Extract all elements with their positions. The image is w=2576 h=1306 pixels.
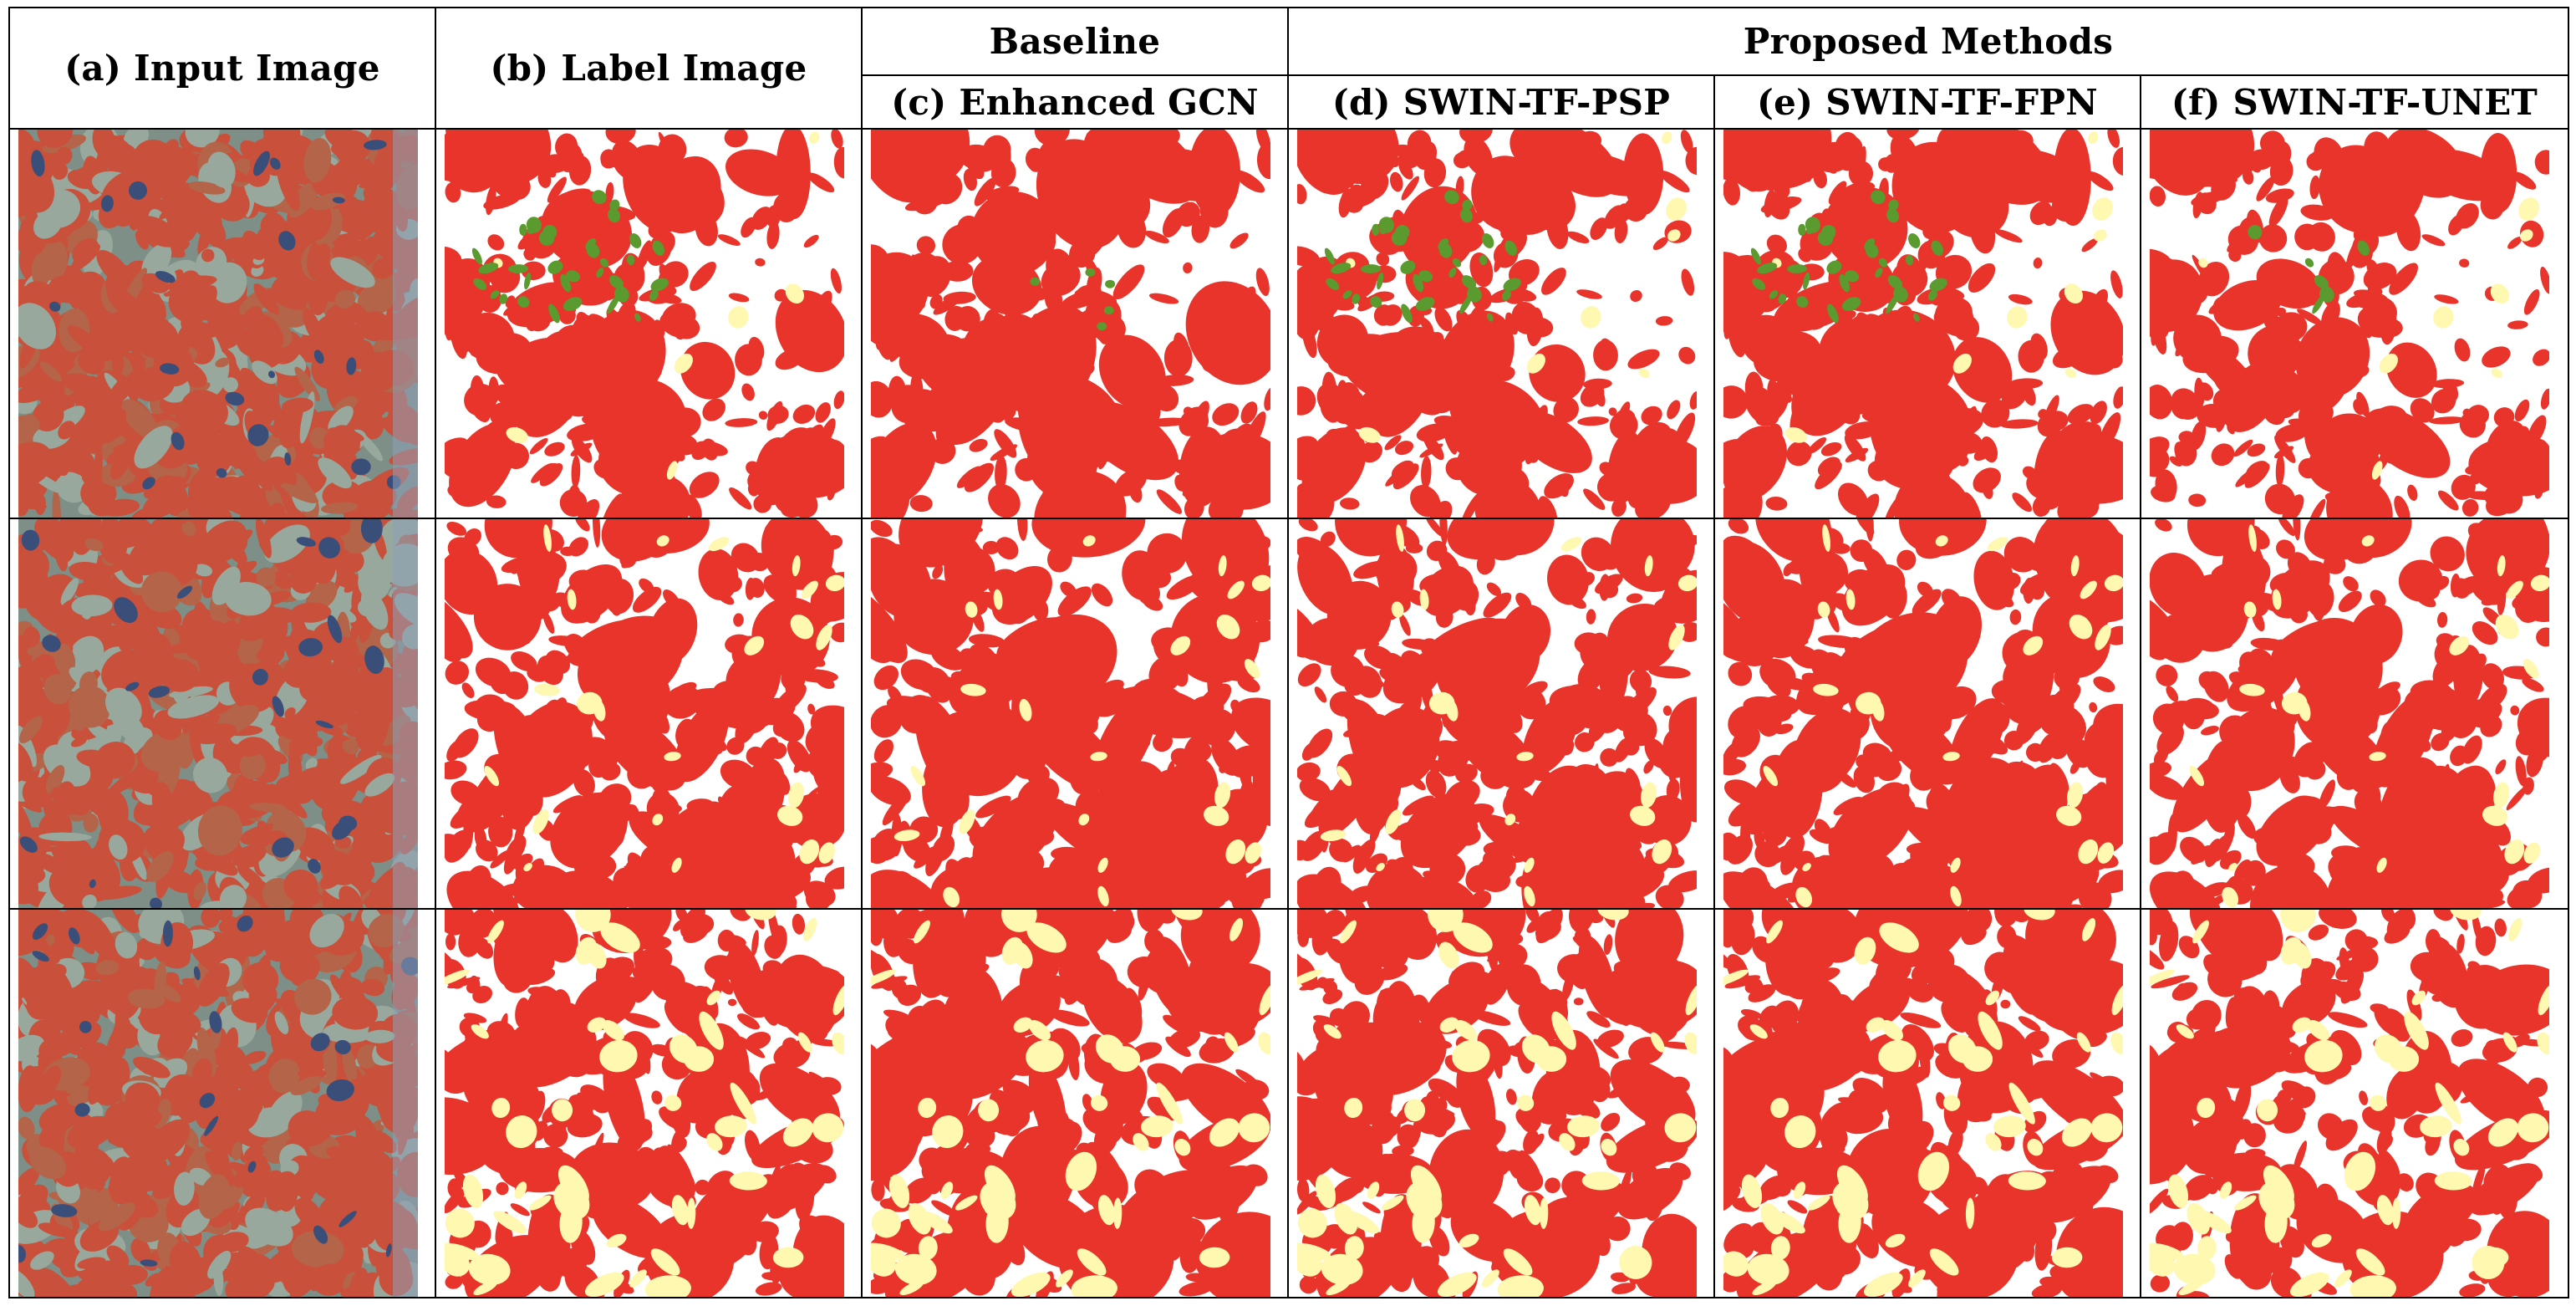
image-swin-fpn-row-2 xyxy=(1723,519,2123,908)
header-baseline-group: Baseline xyxy=(989,20,1161,62)
satellite-image xyxy=(18,910,418,1297)
header-swin-tf-fpn: (e) SWIN-TF-FPN xyxy=(1756,81,2098,123)
image-enhanced-gcn-row-1 xyxy=(871,130,1270,518)
image-enhanced-gcn-row-3 xyxy=(871,910,1270,1297)
header-enhanced-gcn: (c) Enhanced GCN xyxy=(891,81,1259,123)
segmentation-map xyxy=(1297,519,1697,908)
segmentation-map xyxy=(871,519,1270,908)
image-input-row-1 xyxy=(18,130,418,518)
segmentation-map xyxy=(1297,910,1697,1297)
satellite-image xyxy=(18,130,418,518)
table-col-4 xyxy=(1713,74,1715,1298)
segmentation-map xyxy=(445,519,844,908)
segmentation-map xyxy=(2150,130,2549,518)
image-label-row-3 xyxy=(445,910,844,1297)
segmentation-map xyxy=(1723,910,2123,1297)
table-col-5 xyxy=(2140,74,2141,1298)
table-rule-subheader xyxy=(863,74,2569,76)
segmentation-map xyxy=(1723,519,2123,908)
image-input-row-3 xyxy=(18,910,418,1297)
image-swin-fpn-row-1 xyxy=(1723,130,2123,518)
image-swin-unet-row-1 xyxy=(2150,130,2549,518)
header-proposed-group: Proposed Methods xyxy=(1743,20,2114,62)
image-swin-unet-row-3 xyxy=(2150,910,2549,1297)
table-rule-row1 xyxy=(8,518,2569,519)
table-col-0 xyxy=(8,7,10,1298)
image-swin-unet-row-2 xyxy=(2150,519,2549,908)
table-rule-top xyxy=(8,7,2569,8)
satellite-image xyxy=(18,519,418,908)
segmentation-map xyxy=(2150,519,2549,908)
header-label-image: (b) Label Image xyxy=(490,47,807,89)
header-input-image: (a) Input Image xyxy=(64,47,380,89)
segmentation-map xyxy=(445,130,844,518)
segmentation-map xyxy=(2150,910,2549,1297)
segmentation-map xyxy=(871,130,1270,518)
segmentation-map xyxy=(871,910,1270,1297)
table-col-2 xyxy=(861,7,863,1298)
image-swin-fpn-row-3 xyxy=(1723,910,2123,1297)
table-col-6 xyxy=(2568,7,2569,1298)
image-swin-psp-row-2 xyxy=(1297,519,1697,908)
table-rule-header xyxy=(8,128,2569,130)
segmentation-map xyxy=(445,910,844,1297)
image-label-row-1 xyxy=(445,130,844,518)
segmentation-map xyxy=(1297,130,1697,518)
table-col-3 xyxy=(1287,7,1289,1298)
image-swin-psp-row-3 xyxy=(1297,910,1697,1297)
segmentation-map xyxy=(1723,130,2123,518)
header-swin-tf-unet: (f) SWIN-TF-UNET xyxy=(2171,81,2538,123)
image-swin-psp-row-1 xyxy=(1297,130,1697,518)
table-rule-bottom xyxy=(8,1297,2569,1298)
image-input-row-2 xyxy=(18,519,418,908)
image-enhanced-gcn-row-2 xyxy=(871,519,1270,908)
header-swin-tf-psp: (d) SWIN-TF-PSP xyxy=(1331,81,1671,123)
table-col-1 xyxy=(435,7,436,1298)
table-rule-row2 xyxy=(8,908,2569,910)
image-label-row-2 xyxy=(445,519,844,908)
